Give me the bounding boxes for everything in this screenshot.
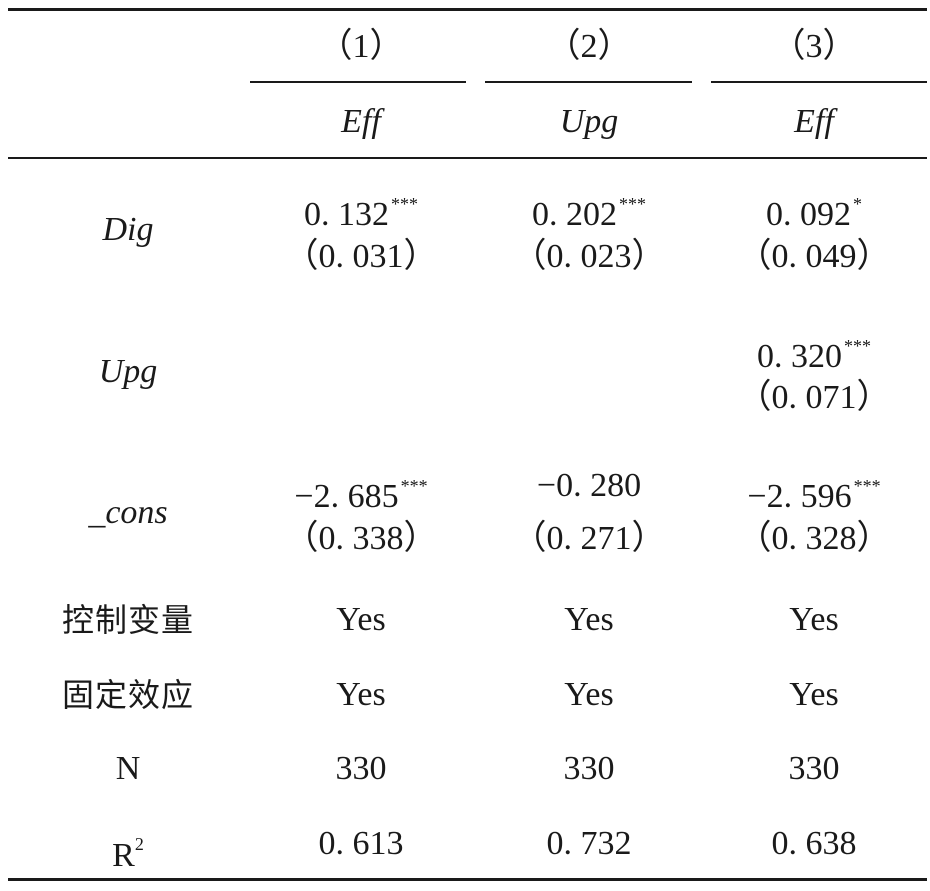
n-value-2: 330 [563,750,615,787]
n-value-3: 330 [788,750,840,787]
cons-se-2: （0. 271） [512,520,666,557]
significance-stars: * [853,194,862,214]
row-label-upg: Upg [98,353,158,390]
controls-value-1: Yes [336,601,386,638]
dig-coef-2: 0. 202 *** [532,184,646,235]
coef-value: 0. 320 [757,338,842,375]
column-3-number: （3） [771,28,857,65]
cons-se-3: （0. 328） [737,520,891,557]
column-2-number: （2） [546,28,632,65]
dig-coef-3: 0. 092 * [766,184,862,235]
significance-stars: *** [844,336,871,356]
column-1-number: （1） [318,28,404,65]
cons-coef-1: −2. 685 *** [294,466,427,517]
r2-label-base: R [112,837,135,874]
dig-se-1: （0. 031） [284,238,438,275]
significance-stars: *** [400,476,428,496]
n-value-1: 330 [335,750,387,787]
table-bottom-rule [8,878,927,881]
coef-value: 0. 092 [766,196,851,233]
upg-coef-3: 0. 320 *** [757,326,871,377]
column-2-group-rule [485,81,692,83]
coef-value: −2. 685 [294,478,399,515]
r2-value-2: 0. 732 [546,825,632,862]
significance-stars: *** [853,476,881,496]
fixed-effects-value-2: Yes [564,676,614,713]
table-header-rule [8,157,927,159]
column-1-dep-var: Eff [341,103,381,140]
significance-stars: *** [391,194,418,214]
controls-value-2: Yes [564,601,614,638]
r2-value-1: 0. 613 [318,825,404,862]
table-top-rule [8,8,927,11]
coef-value: 0. 202 [532,196,617,233]
fixed-effects-value-3: Yes [789,676,839,713]
row-label-fixed-effects: 固定效应 [61,676,195,714]
coef-value: −2. 596 [747,478,852,515]
column-3-dep-var: Eff [794,103,834,140]
coef-value: 0. 132 [304,196,389,233]
row-label-controls: 控制变量 [61,601,195,639]
r2-label-superscript: 2 [134,834,144,854]
column-3-group-rule [711,81,927,83]
dig-coef-1: 0. 132 *** [304,184,418,235]
coef-value: −0. 280 [536,467,642,504]
column-1-group-rule [250,81,466,83]
dig-se-2: （0. 023） [512,238,666,275]
cons-coef-2: −0. 280 [537,466,641,506]
significance-stars: *** [619,194,646,214]
fixed-effects-value-1: Yes [336,676,386,713]
r2-value-3: 0. 638 [771,825,857,862]
upg-se-3: （0. 071） [737,379,891,416]
cons-coef-3: −2. 596 *** [747,466,880,517]
row-label-dig: Dig [102,211,154,248]
row-label-n: N [115,750,141,787]
row-label-r2: R2 [112,824,144,876]
dig-se-3: （0. 049） [737,238,891,275]
column-2-dep-var: Upg [559,103,619,140]
controls-value-3: Yes [789,601,839,638]
row-label-cons: _cons [88,494,168,531]
cons-se-1: （0. 338） [284,520,438,557]
